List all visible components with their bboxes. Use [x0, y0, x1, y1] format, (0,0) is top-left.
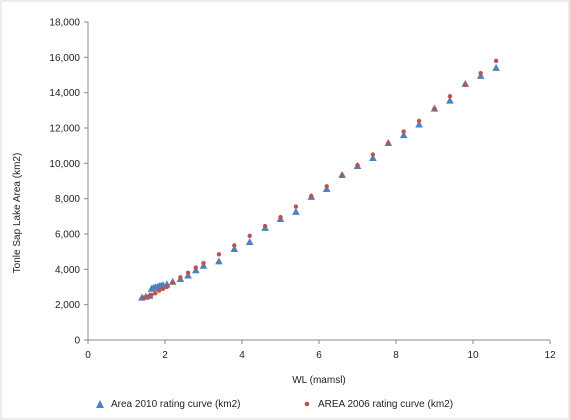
legend: Area 2010 rating curve (km2) AREA 2006 r…: [96, 399, 453, 410]
series-2006-point: [324, 184, 329, 189]
series-2006-point: [201, 260, 206, 266]
y-tick-label: 16,000: [49, 53, 80, 64]
series-2006-point: [193, 265, 198, 270]
y-tick-label: 6,000: [55, 230, 80, 241]
series-2006-point: [247, 233, 252, 238]
series-2006-point: [170, 280, 175, 285]
series-2010-point: [292, 207, 300, 215]
series-2006-point: [278, 215, 283, 220]
y-tick-label: 0: [74, 336, 80, 347]
legend-label-series-1: Area 2010 rating curve (km2): [111, 399, 241, 410]
x-axis-title: WL (mamsl): [292, 375, 346, 386]
series-2006-point: [309, 193, 314, 199]
series-2006-point: [463, 82, 468, 87]
series-2006-point: [153, 290, 158, 296]
axes: 0 2,000 4,000 6,000 8,000 10,000 12,000 14,000 1…: [49, 18, 556, 362]
series-2006-point: [478, 71, 483, 76]
series-2010-point: [492, 63, 500, 71]
series-2006-point: [164, 284, 170, 290]
x-tick-label: 8: [393, 350, 399, 361]
y-tick-label: 14,000: [49, 88, 80, 99]
series-2006-point: [262, 223, 268, 229]
series-2006-point: [370, 152, 376, 157]
series-2006-point: [386, 140, 391, 146]
series-2010-point: [163, 280, 171, 288]
series-2006-point: [157, 288, 162, 293]
data-marks: [138, 58, 500, 301]
legend-label-series-2: AREA 2006 rating curve (km2): [318, 399, 453, 410]
series-2006-point: [432, 106, 437, 111]
series-2006-point: [232, 243, 237, 248]
x-tick-label: 0: [85, 350, 91, 361]
y-axis-title: Tonle Sap Lake Area (km2): [12, 153, 23, 274]
x-tick-label: 10: [467, 350, 479, 361]
series-2006-point: [141, 295, 147, 300]
x-tick-label: 4: [239, 350, 245, 361]
series-2006-point: [185, 270, 191, 276]
series-2006-point: [416, 118, 422, 124]
series-2010-point: [399, 131, 408, 139]
series-2006-point: [339, 173, 345, 178]
series-2006-point: [149, 292, 154, 298]
series-2006-point: [178, 275, 183, 280]
y-tick-label: 2,000: [55, 300, 80, 311]
series-2006-point: [145, 294, 150, 299]
series-2010-point: [215, 257, 223, 265]
y-tick-label: 12,000: [49, 124, 80, 135]
series-2010-point: [230, 245, 239, 253]
legend-triangle-marker: [96, 400, 104, 408]
series-2010-point: [245, 237, 254, 245]
x-tick-label: 6: [316, 350, 322, 361]
series-2006-point: [447, 94, 453, 99]
series-2006-point: [355, 162, 360, 168]
series-2006-point: [493, 58, 499, 64]
x-tick-label: 12: [544, 350, 556, 361]
y-tick-label: 8,000: [55, 194, 80, 205]
y-tick-label: 10,000: [49, 159, 80, 170]
series-2010-point: [369, 154, 377, 162]
series-2006-point: [216, 252, 222, 257]
x-tick-label: 2: [162, 350, 168, 361]
series-2010-point: [415, 120, 423, 128]
series-2006-point: [160, 286, 166, 291]
series-2010-point: [446, 96, 454, 104]
series-2006-point: [401, 129, 406, 134]
legend-dot-marker: [304, 401, 310, 407]
y-axis-title-group: Tonle Sap Lake Area (km2): [12, 153, 23, 274]
y-tick-label: 4,000: [55, 265, 80, 276]
series-2006-point: [293, 204, 299, 209]
y-tick-label: 18,000: [49, 18, 80, 29]
